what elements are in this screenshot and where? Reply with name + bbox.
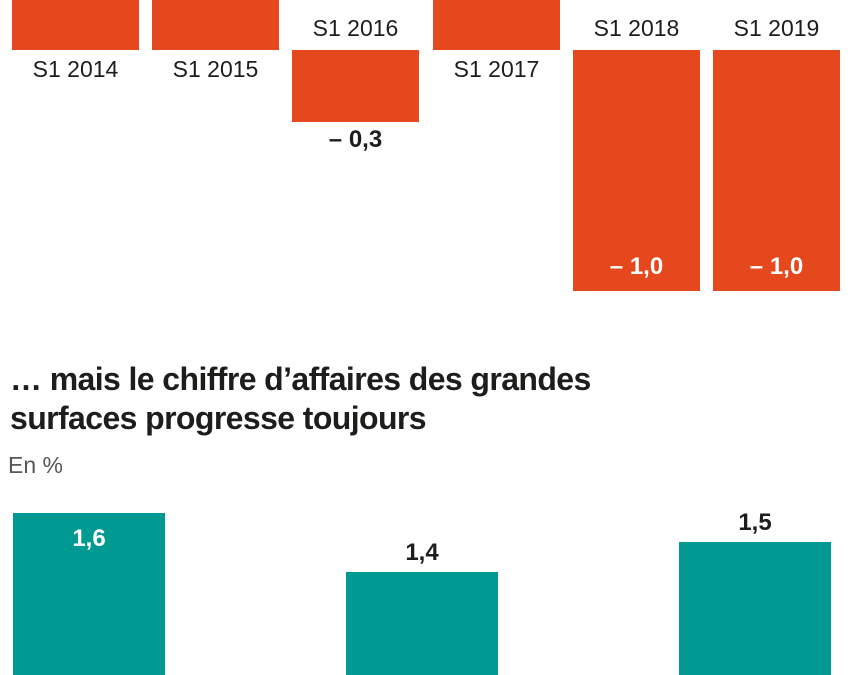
category-label-s1-2014: S1 2014	[32, 56, 119, 82]
bar-bar-1	[13, 513, 165, 675]
value-label-s1-2016: – 0,3	[328, 126, 383, 153]
bar-s1-2014	[12, 0, 139, 50]
bar-bar-3	[679, 542, 831, 675]
bottom-chart-title: … mais le chiffre d’affaires des grandes…	[10, 360, 830, 438]
category-label-s1-2017: S1 2017	[453, 56, 540, 82]
value-label-s1-2018: – 1,0	[609, 253, 664, 280]
unit-label: En %	[8, 452, 63, 478]
category-label-s1-2015: S1 2015	[172, 56, 259, 82]
bottom-chart-title-line-1: … mais le chiffre d’affaires des grandes	[10, 361, 591, 397]
bar-s1-2015	[152, 0, 279, 50]
bar-bar-2	[346, 572, 498, 675]
category-label-s1-2016: S1 2016	[312, 15, 399, 41]
bottom-chart-title-line-2: surfaces progresse toujours	[10, 400, 427, 436]
value-label-s1-2019: – 1,0	[749, 253, 804, 280]
bar-s1-2019	[713, 50, 840, 291]
value-label-bar-2: 1,4	[405, 539, 439, 566]
value-label-bar-1: 1,6	[72, 525, 106, 552]
bar-s1-2018	[573, 50, 700, 291]
category-label-s1-2019: S1 2019	[733, 15, 820, 41]
value-label-bar-3: 1,5	[738, 509, 772, 536]
bar-s1-2016	[292, 50, 419, 122]
category-label-s1-2018: S1 2018	[593, 15, 680, 41]
bar-s1-2017	[433, 0, 560, 50]
